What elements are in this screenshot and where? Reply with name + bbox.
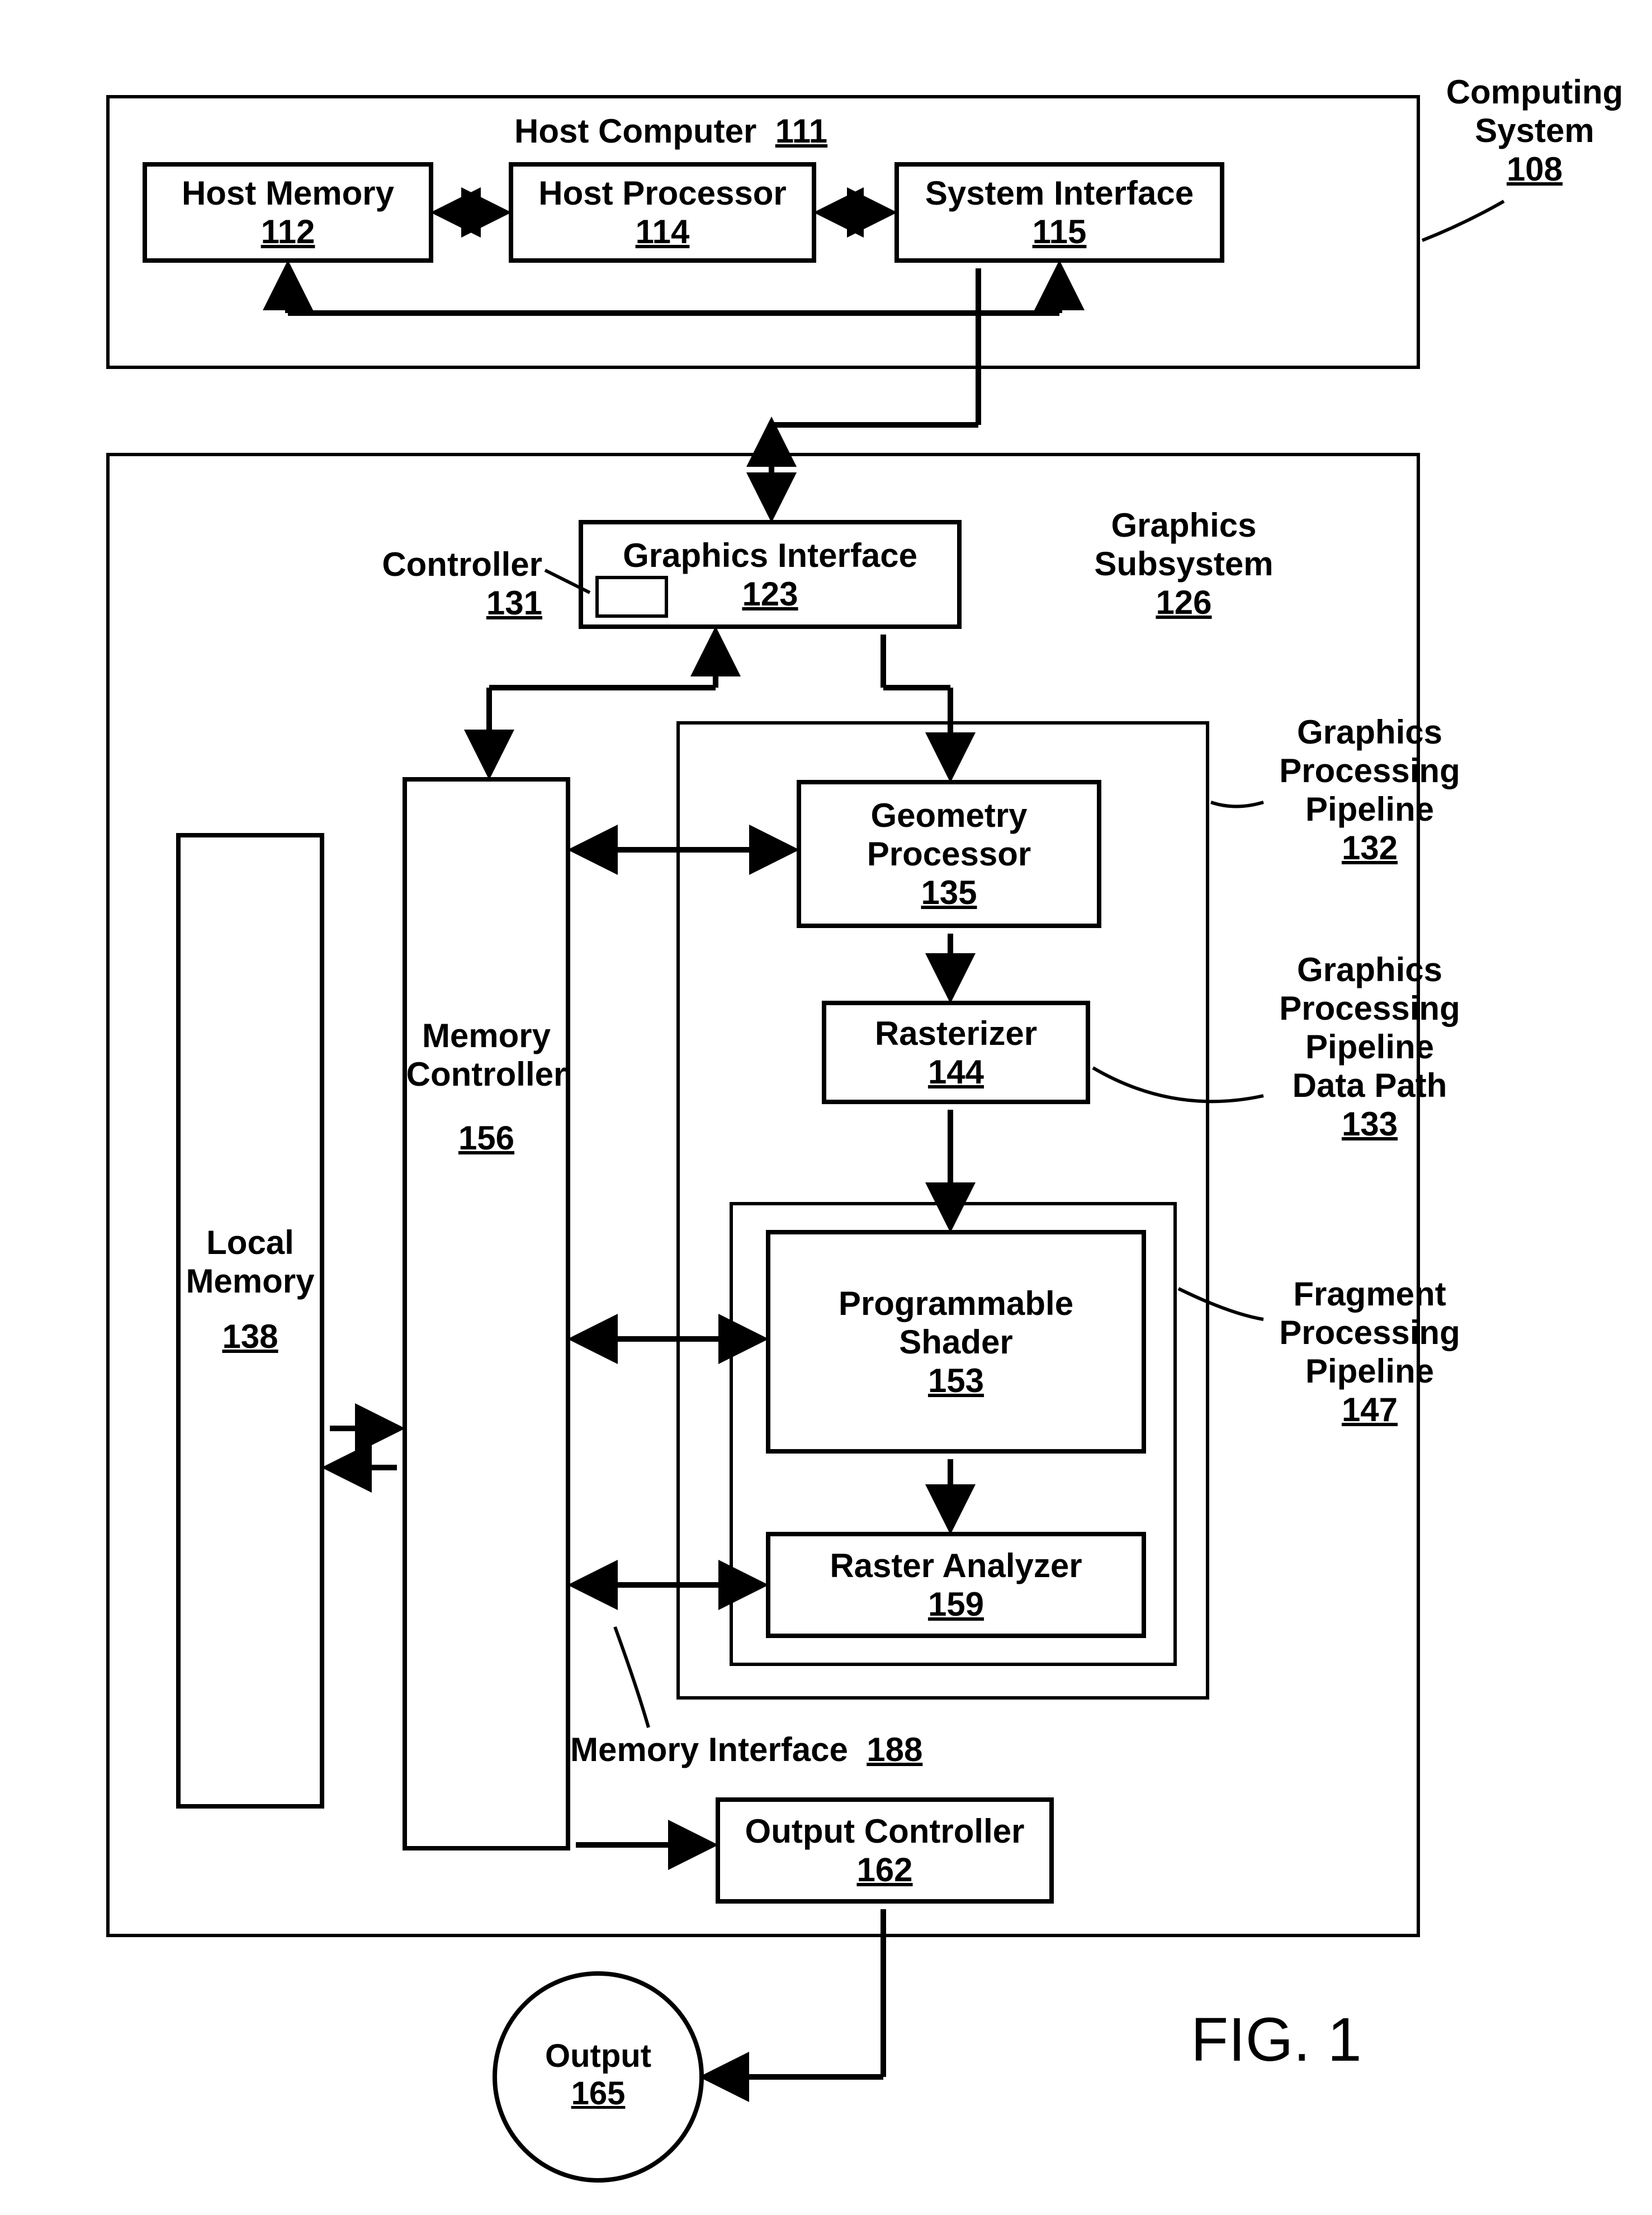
output-controller-box: Output Controller 162 xyxy=(716,1797,1054,1904)
ps-l2: Shader xyxy=(899,1323,1012,1361)
cs-l1: Computing xyxy=(1440,73,1630,111)
ra-label: Raster Analyzer xyxy=(830,1546,1082,1585)
system-interface-box: System Interface 115 xyxy=(894,162,1224,263)
gpp-l2: Processing xyxy=(1266,751,1473,790)
output-label-group: Output 165 xyxy=(537,2038,660,2112)
system-interface-num: 115 xyxy=(1033,212,1087,251)
fp-l3: Pipeline xyxy=(1266,1352,1473,1390)
geometry-processor-box: Geometry Processor 135 xyxy=(797,780,1101,928)
ps-num: 153 xyxy=(928,1361,984,1400)
system-interface-label: System Interface xyxy=(925,174,1194,212)
oc-num: 162 xyxy=(856,1850,912,1889)
fp-l2: Processing xyxy=(1266,1313,1473,1352)
rast-label: Rasterizer xyxy=(875,1014,1037,1053)
gpp-num: 132 xyxy=(1266,829,1473,867)
host-computer-label: Host Computer xyxy=(514,112,756,150)
gp-l1: Geometry xyxy=(870,796,1027,835)
gpp-label: Graphics Processing Pipeline 132 xyxy=(1266,713,1473,867)
gs-l2: Subsystem xyxy=(1082,545,1286,583)
mc-l2: Controller xyxy=(406,1055,567,1094)
host-processor-label: Host Processor xyxy=(538,174,787,212)
gs-num: 126 xyxy=(1082,583,1286,622)
memory-controller-box: Memory Controller 156 xyxy=(403,777,570,1850)
lm-num: 138 xyxy=(222,1317,278,1356)
graphics-subsystem-label: Graphics Subsystem 126 xyxy=(1082,506,1286,622)
gi-num: 123 xyxy=(742,575,798,613)
figure-label: FIG. 1 xyxy=(1191,2004,1362,2075)
host-memory-num: 112 xyxy=(261,212,315,251)
programmable-shader-box: Programmable Shader 153 xyxy=(766,1230,1146,1454)
cs-num: 108 xyxy=(1440,150,1630,188)
gdp-l3: Pipeline xyxy=(1266,1028,1473,1066)
cs-l2: System xyxy=(1440,111,1630,150)
mc-l1: Memory xyxy=(422,1016,551,1055)
host-processor-num: 114 xyxy=(636,212,690,251)
gi-label: Graphics Interface xyxy=(623,536,917,575)
host-computer-num: 111 xyxy=(775,112,828,150)
host-memory-box: Host Memory 112 xyxy=(143,162,433,263)
host-processor-box: Host Processor 114 xyxy=(509,162,816,263)
ctrl-title: Controller xyxy=(382,546,542,583)
rast-num: 144 xyxy=(928,1053,984,1091)
host-memory-label: Host Memory xyxy=(182,174,394,212)
ps-l1: Programmable xyxy=(839,1284,1073,1323)
out-title: Output xyxy=(537,2038,660,2075)
gdp-l1: Graphics xyxy=(1266,950,1473,989)
computing-system-label: Computing System 108 xyxy=(1440,73,1630,188)
ctrl-num: 131 xyxy=(486,584,542,622)
gp-num: 135 xyxy=(921,873,977,912)
gdp-l4: Data Path xyxy=(1266,1066,1473,1105)
controller-inner-box xyxy=(595,576,668,618)
fp-num: 147 xyxy=(1266,1390,1473,1429)
ra-num: 159 xyxy=(928,1585,984,1624)
oc-label: Output Controller xyxy=(745,1812,1025,1850)
local-memory-box: Local Memory 138 xyxy=(176,833,324,1809)
mi-title: Memory Interface xyxy=(570,1731,848,1768)
fp-l1: Fragment xyxy=(1266,1275,1473,1313)
lm-l2: Memory xyxy=(186,1262,314,1300)
gpp-l1: Graphics xyxy=(1266,713,1473,751)
controller-label: Controller 131 xyxy=(363,545,542,622)
rasterizer-box: Rasterizer 144 xyxy=(822,1001,1090,1104)
lm-l1: Local xyxy=(206,1223,294,1262)
mi-num: 188 xyxy=(867,1731,922,1768)
gp-l2: Processor xyxy=(867,835,1031,873)
gdp-num: 133 xyxy=(1266,1105,1473,1143)
raster-analyzer-box: Raster Analyzer 159 xyxy=(766,1532,1146,1638)
gpp-datapath-label: Graphics Processing Pipeline Data Path 1… xyxy=(1266,950,1473,1143)
gpp-l3: Pipeline xyxy=(1266,790,1473,829)
gdp-l2: Processing xyxy=(1266,989,1473,1028)
gs-l1: Graphics xyxy=(1082,506,1286,545)
host-computer-title: Host Computer 111 xyxy=(514,112,827,150)
mc-num: 156 xyxy=(458,1119,514,1157)
memory-interface-label: Memory Interface 188 xyxy=(570,1730,922,1769)
out-num: 165 xyxy=(537,2075,660,2113)
fragment-pipeline-label: Fragment Processing Pipeline 147 xyxy=(1266,1275,1473,1429)
